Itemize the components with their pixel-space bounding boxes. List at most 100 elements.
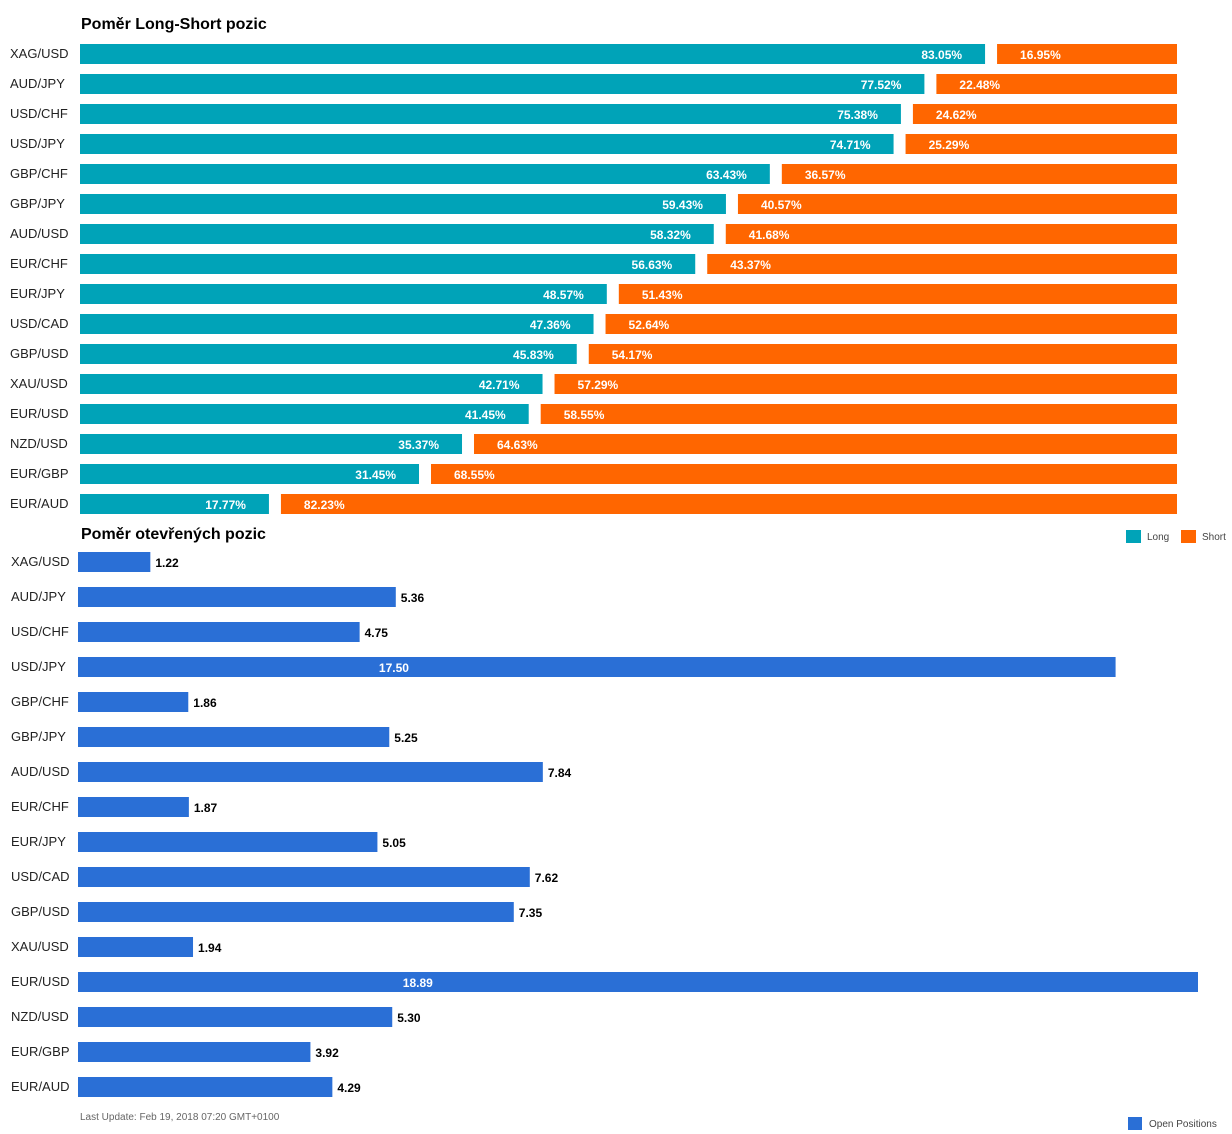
data-label-short-nzd-usd: 64.63%: [497, 438, 538, 452]
bar-long-eur-jpy: [80, 284, 607, 304]
bar-short-gbp-chf: [781, 164, 1177, 184]
data-label-short-eur-chf: 43.37%: [730, 258, 771, 272]
data-label-long-xau-usd: 42.71%: [479, 378, 520, 392]
bar-short-eur-chf: [707, 254, 1177, 274]
bar-long-gbp-usd: [80, 344, 577, 364]
data-label-open-eur-aud: 4.29: [337, 1081, 361, 1095]
bar-open-positions-eur-usd: [78, 972, 1198, 992]
category-label-eur-chf: EUR/CHF: [10, 256, 68, 271]
data-label-open-usd-cad: 7.62: [535, 871, 559, 885]
data-label-long-aud-usd: 58.32%: [650, 228, 691, 242]
bar-open-positions-usd-jpy: [78, 657, 1116, 677]
bar-long-usd-chf: [80, 104, 901, 124]
category-label-open-gbp-usd: GBP/USD: [11, 904, 70, 919]
bar-short-nzd-usd: [474, 434, 1177, 454]
data-label-short-xag-usd: 16.95%: [1020, 48, 1061, 62]
bar-short-xau-usd: [554, 374, 1177, 394]
bar-long-usd-jpy: [80, 134, 894, 154]
category-label-gbp-chf: GBP/CHF: [10, 166, 68, 181]
bar-short-eur-gbp: [431, 464, 1178, 484]
category-label-open-gbp-chf: GBP/CHF: [11, 694, 69, 709]
bar-long-eur-chf: [80, 254, 696, 274]
chart-title-long-short: Poměr Long-Short pozic: [81, 16, 267, 33]
long-short-legend: Long Short: [1126, 530, 1226, 543]
bar-open-positions-xag-usd: [78, 552, 151, 572]
category-label-open-usd-chf: USD/CHF: [11, 624, 69, 639]
category-label-eur-gbp: EUR/GBP: [10, 466, 69, 481]
category-label-usd-chf: USD/CHF: [10, 106, 68, 121]
data-label-open-xau-usd: 1.94: [198, 941, 222, 955]
data-label-open-gbp-chf: 1.86: [193, 696, 217, 710]
category-label-gbp-usd: GBP/USD: [10, 346, 69, 361]
bar-open-positions-nzd-usd: [78, 1007, 393, 1027]
data-label-short-gbp-chf: 36.57%: [805, 168, 846, 182]
data-label-long-usd-jpy: 74.71%: [830, 138, 871, 152]
data-label-long-eur-aud: 17.77%: [205, 498, 246, 512]
data-label-open-eur-chf: 1.87: [194, 801, 218, 815]
bar-open-positions-aud-usd: [78, 762, 543, 782]
data-label-short-usd-cad: 52.64%: [629, 318, 670, 332]
bar-long-eur-aud: [80, 494, 269, 514]
data-label-long-xag-usd: 83.05%: [921, 48, 962, 62]
data-label-open-gbp-jpy: 5.25: [394, 731, 418, 745]
data-label-open-usd-chf: 4.75: [365, 626, 389, 640]
bar-short-gbp-usd: [588, 344, 1177, 364]
data-label-short-eur-usd: 58.55%: [564, 408, 605, 422]
category-label-open-eur-jpy: EUR/JPY: [11, 834, 66, 849]
data-label-long-eur-usd: 41.45%: [465, 408, 506, 422]
bar-open-positions-usd-chf: [78, 622, 360, 642]
chart-title-open-positions: Poměr otevřených pozic: [81, 526, 266, 543]
legend-swatch-open-positions: [1128, 1117, 1142, 1130]
category-label-aud-usd: AUD/USD: [10, 226, 69, 241]
bar-short-eur-aud: [280, 494, 1177, 514]
bar-long-gbp-jpy: [80, 194, 726, 214]
data-label-open-gbp-usd: 7.35: [519, 906, 543, 920]
category-label-open-gbp-jpy: GBP/JPY: [11, 729, 66, 744]
category-label-open-eur-chf: EUR/CHF: [11, 799, 69, 814]
bar-short-usd-cad: [605, 314, 1177, 334]
data-label-open-eur-usd: 18.89: [403, 976, 433, 990]
data-label-long-gbp-usd: 45.83%: [513, 348, 554, 362]
data-label-short-eur-jpy: 51.43%: [642, 288, 683, 302]
bar-long-xau-usd: [80, 374, 543, 394]
open-positions-chart: XAG/USD 1.22 AUD/JPY 5.36 USD/CHF 4.75 USD/JPY…: [11, 552, 1198, 1097]
bar-open-positions-eur-jpy: [78, 832, 378, 852]
category-label-open-nzd-usd: NZD/USD: [11, 1009, 69, 1024]
data-label-short-gbp-usd: 54.17%: [612, 348, 653, 362]
open-positions-legend: Open Positions: [1128, 1117, 1217, 1130]
data-label-short-usd-chf: 24.62%: [936, 108, 977, 122]
bar-open-positions-xau-usd: [78, 937, 194, 957]
category-label-open-aud-usd: AUD/USD: [11, 764, 70, 779]
category-label-open-eur-usd: EUR/USD: [11, 974, 70, 989]
data-label-open-eur-gbp: 3.92: [315, 1046, 339, 1060]
bar-long-xag-usd: [80, 44, 986, 64]
data-label-long-eur-jpy: 48.57%: [543, 288, 584, 302]
data-label-long-usd-cad: 47.36%: [530, 318, 571, 332]
category-label-usd-jpy: USD/JPY: [10, 136, 65, 151]
bar-short-aud-jpy: [936, 74, 1177, 94]
data-label-open-xag-usd: 1.22: [155, 556, 179, 570]
bar-long-usd-cad: [80, 314, 594, 334]
bar-short-usd-jpy: [905, 134, 1177, 154]
bar-long-nzd-usd: [80, 434, 463, 454]
data-label-short-xau-usd: 57.29%: [578, 378, 619, 392]
data-label-short-eur-aud: 82.23%: [304, 498, 345, 512]
category-label-aud-jpy: AUD/JPY: [10, 76, 65, 91]
data-label-long-usd-chf: 75.38%: [837, 108, 878, 122]
category-label-eur-jpy: EUR/JPY: [10, 286, 65, 301]
bar-open-positions-eur-gbp: [78, 1042, 311, 1062]
bar-open-positions-gbp-jpy: [78, 727, 390, 747]
data-label-open-usd-jpy: 17.50: [379, 661, 409, 675]
bar-open-positions-gbp-usd: [78, 902, 514, 922]
data-label-short-eur-gbp: 68.55%: [454, 468, 495, 482]
data-label-short-aud-usd: 41.68%: [749, 228, 790, 242]
data-label-long-aud-jpy: 77.52%: [861, 78, 902, 92]
category-label-nzd-usd: NZD/USD: [10, 436, 68, 451]
bar-open-positions-usd-cad: [78, 867, 530, 887]
category-label-eur-aud: EUR/AUD: [10, 496, 69, 511]
category-label-xag-usd: XAG/USD: [10, 46, 69, 61]
category-label-open-xau-usd: XAU/USD: [11, 939, 69, 954]
bar-short-eur-usd: [540, 404, 1177, 424]
category-label-gbp-jpy: GBP/JPY: [10, 196, 65, 211]
